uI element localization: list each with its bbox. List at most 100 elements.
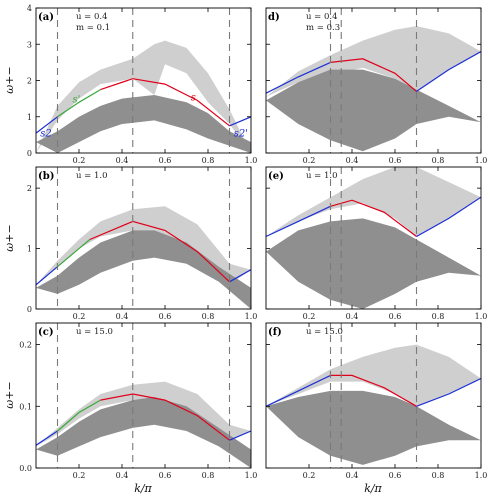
x-tick-label: 0.4	[116, 312, 129, 321]
y-tick-label: 3	[27, 40, 32, 49]
blue-bound-state-curve	[266, 61, 331, 94]
x-tick-label: 1.0	[475, 156, 488, 165]
y-tick-label: 1	[27, 245, 32, 254]
x-tick-label: 0.2	[303, 471, 316, 480]
y-tick-label: 0.1	[19, 402, 32, 411]
plot-area	[36, 167, 251, 309]
panel-label: (e)	[268, 171, 284, 182]
x-tick-label: 0.8	[432, 312, 445, 321]
x-tick-label: 0.8	[202, 156, 215, 165]
x-tick-label: 0.4	[346, 156, 359, 165]
x-tick-label: 0.8	[432, 471, 445, 480]
blue-bound-state-curve	[36, 266, 58, 286]
x-axis: 0.2 0.4 0.6 0.8 1.0	[303, 167, 488, 321]
dark-continuum-band	[266, 390, 481, 465]
panel-label: (c)	[38, 327, 54, 338]
x-tick-label: 1.0	[245, 156, 258, 165]
y-tick-label: 0.0	[19, 464, 32, 473]
panel-label: d)	[268, 12, 280, 23]
x-tick-label: 0.8	[202, 471, 215, 480]
blue-bound-state-curve	[416, 196, 481, 238]
parameter-label: m = 0.1	[76, 23, 110, 33]
y-axis-label: ω+−	[3, 224, 16, 251]
light-continuum-band	[266, 344, 481, 407]
x-tick-label: 0.8	[432, 156, 445, 165]
parameter-label: u = 1.0	[76, 171, 108, 181]
x-axis-label: k/π	[134, 482, 152, 495]
x-tick-label: 1.0	[475, 471, 488, 480]
panel-2: 0.2 0.4 0.6 0.8 1.0 0 1 2 (b) u = 1.0	[27, 166, 258, 321]
x-tick-label: 0.6	[159, 312, 172, 321]
blue-bound-state-curve	[229, 430, 251, 441]
x-axis: 0.2 0.4 0.6 0.8 1.0	[303, 8, 488, 165]
x-tick-label: 0.6	[159, 471, 172, 480]
x-tick-label: 0.4	[346, 312, 359, 321]
panel-frame	[265, 166, 482, 310]
panel-1: 0.2 0.4 0.6 0.8 1.0 d) u = 0.4m = 0.3	[265, 7, 488, 165]
plot-area	[266, 167, 481, 309]
panel-3: 0.2 0.4 0.6 0.8 1.0 (e) u = 1.0	[265, 166, 488, 321]
panel-frame	[265, 322, 482, 469]
plot-area	[36, 323, 251, 468]
x-tick-label: 0.4	[346, 471, 359, 480]
y-tick-label: 2	[27, 77, 32, 86]
light-continuum-band	[266, 26, 481, 97]
dark-continuum-band	[36, 230, 251, 309]
panel-0: 0.2 0.4 0.6 0.8 1.0 0 1 2 3 4 (a) u = 0.4m = 0.1 s2 s…	[27, 4, 257, 165]
x-tick-label: 0.4	[116, 156, 129, 165]
x-tick-label: 1.0	[475, 312, 488, 321]
red-bound-state-curve	[330, 58, 417, 92]
red-bound-state-curve	[100, 78, 230, 127]
y-axis: 0.0 0.1 0.2	[19, 341, 251, 473]
x-tick-label: 0.8	[202, 312, 215, 321]
panel-frame	[35, 322, 252, 469]
parameter-label: u = 15.0	[76, 327, 113, 337]
parameter-label: u = 15.0	[306, 327, 343, 337]
x-tick-label: 0.2	[73, 156, 86, 165]
panel-frame	[35, 166, 252, 310]
panel-4: 0.2 0.4 0.6 0.8 1.0 0.0 0.1 0.2 (c) u = 15.0	[19, 322, 258, 480]
y-tick-label: 1	[27, 113, 32, 122]
y-tick-label: 2	[27, 184, 32, 193]
panel-5: 0.2 0.4 0.6 0.8 1.0 (f) u = 15.0	[265, 322, 488, 480]
x-tick-label: 1.0	[245, 471, 258, 480]
parameter-label: m = 0.3	[306, 23, 340, 33]
x-axis: 0.2 0.4 0.6 0.8 1.0	[73, 167, 258, 321]
red-bound-state-curve	[89, 220, 230, 283]
panel-label: (f)	[268, 327, 282, 338]
curve-label: s'	[73, 94, 81, 105]
y-axis-label: ω+−	[3, 66, 16, 93]
green-bound-state-curve	[57, 399, 101, 432]
x-tick-label: 0.6	[389, 312, 402, 321]
parameter-label: u = 0.4	[76, 12, 108, 22]
x-tick-label: 1.0	[245, 312, 258, 321]
x-axis: 0.2 0.4 0.6 0.8 1.0	[73, 323, 258, 480]
x-axis: 0.2 0.4 0.6 0.8 1.0	[303, 323, 488, 480]
blue-bound-state-curve	[416, 377, 481, 407]
green-bound-state-curve	[57, 239, 91, 268]
x-axis-label: k/π	[364, 482, 382, 495]
blue-bound-state-curve	[266, 205, 331, 238]
dark-continuum-band	[36, 95, 251, 153]
parameter-label: u = 0.4	[306, 12, 338, 22]
curve-label: s2	[40, 129, 52, 140]
x-tick-label: 0.6	[159, 156, 172, 165]
blue-bound-state-curve	[229, 269, 251, 283]
x-tick-label: 0.4	[116, 471, 129, 480]
y-tick-label: 0	[27, 305, 32, 314]
dark-continuum-band	[36, 397, 251, 468]
blue-bound-state-curve	[36, 430, 58, 446]
curve-label: s2'	[234, 129, 248, 140]
y-tick-label: 4	[27, 4, 32, 13]
plot-area	[266, 8, 481, 153]
x-tick-label: 0.2	[303, 312, 316, 321]
x-axis: 0.2 0.4 0.6 0.8 1.0	[73, 8, 258, 165]
light-continuum-band	[36, 381, 251, 447]
light-continuum-band	[36, 40, 251, 153]
blue-bound-state-curve	[229, 116, 251, 127]
green-bound-state-curve	[57, 89, 101, 118]
x-tick-label: 0.2	[73, 312, 86, 321]
x-tick-label: 0.2	[303, 156, 316, 165]
x-tick-label: 0.2	[73, 471, 86, 480]
y-axis: 0 1 2	[27, 184, 251, 314]
